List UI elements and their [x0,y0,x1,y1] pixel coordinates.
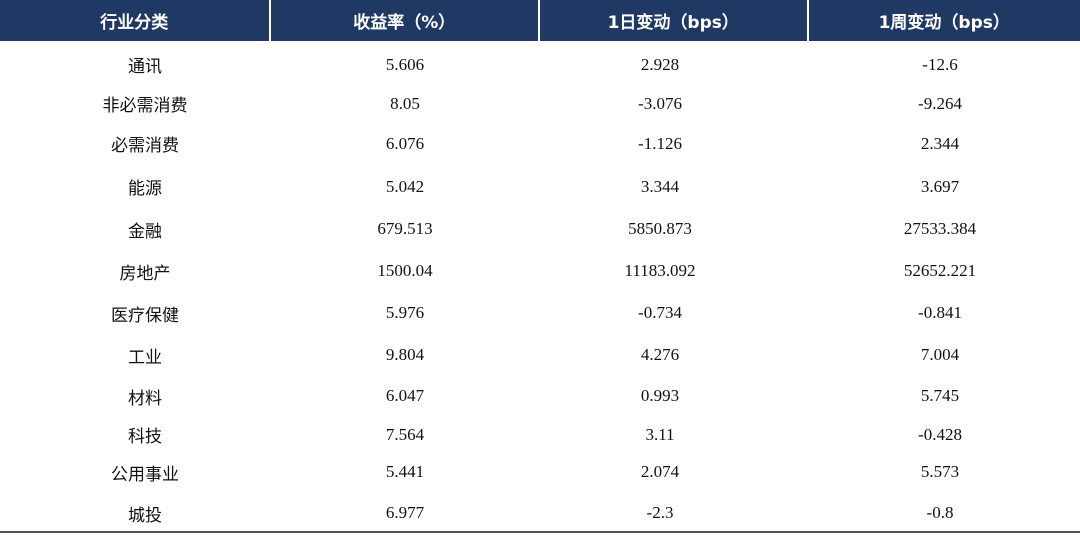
cell-yield: 8.05 [390,93,420,113]
table-row: 医疗保健 5.976 -0.734 -0.841 [0,292,1080,334]
cell-industry: 公用事业 [111,464,179,485]
cell-industry: 科技 [128,427,162,447]
header-industry: 行业分类 [0,0,269,41]
cell-1w-change: -0.841 [918,303,962,322]
cell-industry: 城投 [128,505,162,526]
table-row: 能源 5.042 3.344 3.697 [0,165,1080,208]
cell-1w-change: 5.573 [920,462,960,481]
table-row: 工业 9.804 4.276 7.004 [0,334,1080,376]
cell-1w-change: -9.264 [918,93,962,113]
cell-1w-change: 5.745 [920,386,960,405]
cell-yield: 5.606 [385,54,425,74]
cell-yield: 7.564 [385,424,425,444]
table-row: 通讯 5.606 2.928 -12.6 [0,44,1080,85]
cell-yield: 5.441 [385,462,425,481]
cell-1w-change: 52652.221 [903,261,977,280]
cell-yield: 6.047 [385,386,425,405]
table-row: 房地产 1500.04 11183.092 52652.221 [0,250,1080,292]
cell-yield: 9.804 [385,345,425,364]
header-yield: 收益率（%） [270,0,538,41]
cell-1w-change: -12.6 [922,54,958,74]
cell-1w-change: 27533.384 [903,219,977,238]
table-row: 科技 7.564 3.11 -0.428 [0,416,1080,453]
cell-yield: 5.042 [385,176,425,196]
cell-industry: 非必需消费 [102,96,188,116]
cell-yield: 679.513 [377,219,433,238]
cell-1w-change: 3.697 [920,176,960,196]
cell-1d-change: -1.126 [638,133,682,153]
table-header-row: 行业分类 收益率（%） 1日变动（bps） 1周变动（bps） [0,0,1080,41]
cell-1w-change: 2.344 [920,133,960,153]
cell-industry: 房地产 [119,263,171,284]
cell-industry: 医疗保健 [111,305,179,326]
cell-1w-change: -0.8 [926,503,954,522]
cell-industry: 工业 [128,347,162,368]
cell-1w-change: -0.428 [918,424,962,444]
cell-industry: 必需消费 [111,136,179,156]
cell-1d-change: 3.11 [645,424,675,444]
cell-1d-change: 11183.092 [624,261,696,280]
cell-industry: 能源 [128,179,162,199]
cell-1d-change: 4.276 [640,345,680,364]
table-row: 金融 679.513 5850.873 27533.384 [0,208,1080,250]
cell-yield: 1500.04 [377,261,433,280]
cell-industry: 材料 [128,388,162,409]
cell-yield: 6.076 [385,133,425,153]
cell-industry: 通讯 [128,57,162,77]
cell-1d-change: 5850.873 [628,219,692,238]
header-1d-change: 1日变动（bps） [540,0,807,41]
cell-1d-change: 2.928 [640,54,680,74]
cell-1d-change: -0.734 [638,303,682,322]
cell-1w-change: 7.004 [920,345,960,364]
header-1w-change: 1周变动（bps） [808,0,1080,41]
table-bottom-border [0,531,1080,533]
cell-industry: 金融 [128,221,162,242]
table-row: 非必需消费 8.05 -3.076 -9.264 [0,85,1080,122]
cell-yield: 5.976 [385,303,425,322]
table-row: 材料 6.047 0.993 5.745 [0,376,1080,416]
cell-1d-change: -2.3 [646,503,674,522]
table-body: 通讯 5.606 2.928 -12.6 非必需消费 8.05 -3.076 -… [0,44,1080,535]
cell-1d-change: 3.344 [640,176,680,196]
cell-1d-change: 2.074 [640,462,680,481]
table-row: 城投 6.977 -2.3 -0.8 [0,491,1080,535]
table-row: 公用事业 5.441 2.074 5.573 [0,453,1080,491]
cell-1d-change: -3.076 [638,93,682,113]
cell-yield: 6.977 [385,503,425,522]
cell-1d-change: 0.993 [640,386,680,405]
table-row: 必需消费 6.076 -1.126 2.344 [0,122,1080,165]
